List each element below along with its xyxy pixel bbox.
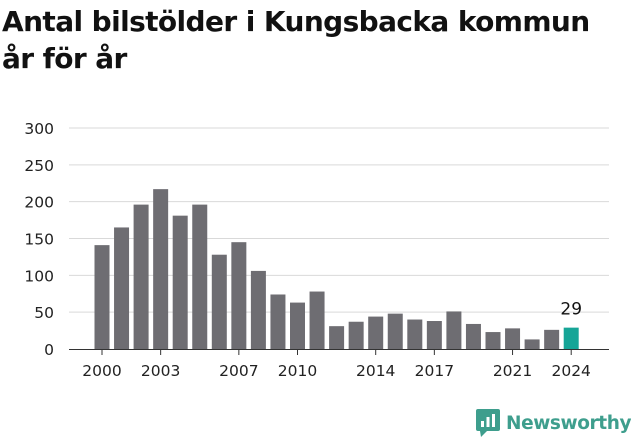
y-tick-label: 300 <box>24 120 54 138</box>
bar <box>563 327 579 349</box>
y-axis-tick-labels: 0 50 100 150 200 250 300 <box>24 120 54 359</box>
bar <box>368 316 384 349</box>
annotations: 29 <box>560 300 582 320</box>
y-tick-label: 100 <box>24 267 54 285</box>
bar <box>505 328 521 349</box>
bar <box>231 242 247 349</box>
bar <box>153 189 169 349</box>
y-tick-label: 0 <box>44 341 54 359</box>
x-tick-label: 2014 <box>356 362 395 380</box>
bar <box>250 270 266 349</box>
bar <box>446 311 462 349</box>
brand-name: Newsworthy <box>506 412 631 434</box>
bar <box>329 326 345 349</box>
bars <box>94 189 579 349</box>
bar <box>426 321 442 349</box>
bar <box>544 329 560 349</box>
gridlines <box>69 127 609 313</box>
bar <box>94 245 110 349</box>
y-tick-label: 150 <box>24 231 54 249</box>
x-tick-label: 2003 <box>141 362 180 380</box>
y-tick-label: 50 <box>34 304 54 322</box>
x-tick-label: 2021 <box>493 362 532 380</box>
x-tick-label: 2017 <box>415 362 454 380</box>
bar <box>211 254 227 349</box>
x-axis-ticks: 2000 2003 2007 2010 2014 2017 2021 2024 <box>82 349 591 380</box>
y-tick-label: 250 <box>24 157 54 175</box>
bar <box>465 323 481 349</box>
x-tick-label: 2024 <box>551 362 590 380</box>
bar <box>387 313 403 349</box>
chart-title: Antal bilstölder i Kungsbacka kommun år … <box>2 5 590 75</box>
bar <box>172 215 188 349</box>
x-tick-label: 2010 <box>278 362 317 380</box>
bar <box>348 321 364 349</box>
bar <box>309 291 325 349</box>
bar <box>270 294 286 349</box>
bar <box>290 302 305 349</box>
bar <box>114 227 130 349</box>
newsworthy-chart-icon <box>476 409 500 437</box>
x-tick-label: 2000 <box>82 362 121 380</box>
y-tick-label: 200 <box>24 194 54 212</box>
bar <box>407 319 423 349</box>
bar <box>192 204 208 349</box>
bar <box>524 339 540 349</box>
newsworthy-logo: Newsworthy <box>476 408 631 438</box>
bar <box>485 332 501 349</box>
bar <box>133 204 149 349</box>
x-tick-label: 2007 <box>219 362 258 380</box>
data-label: 29 <box>560 300 582 320</box>
